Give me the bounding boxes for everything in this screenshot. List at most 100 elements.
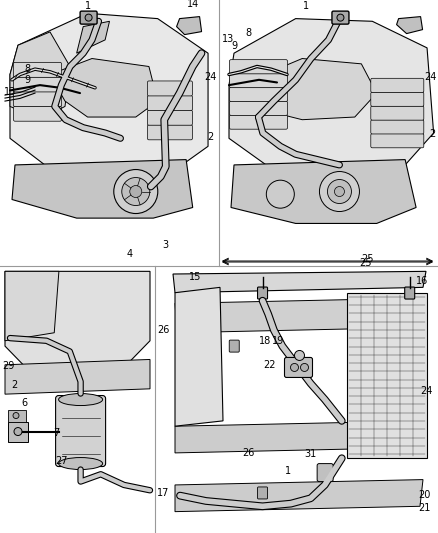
Bar (219, 0, 438, 266)
Polygon shape (177, 17, 201, 35)
Circle shape (114, 169, 158, 214)
Circle shape (290, 364, 299, 372)
Text: 9: 9 (231, 41, 237, 51)
Text: 25: 25 (361, 254, 373, 264)
Circle shape (130, 185, 142, 198)
FancyBboxPatch shape (371, 134, 424, 148)
Polygon shape (5, 271, 59, 341)
Circle shape (337, 14, 344, 21)
Text: 2: 2 (11, 380, 17, 390)
Bar (0, 266, 155, 533)
Polygon shape (77, 21, 110, 53)
FancyBboxPatch shape (371, 92, 424, 106)
Circle shape (300, 364, 308, 372)
Text: 2: 2 (207, 132, 213, 142)
FancyBboxPatch shape (148, 81, 192, 96)
Bar (0, 0, 219, 266)
Text: 6: 6 (21, 398, 27, 408)
FancyBboxPatch shape (148, 110, 192, 125)
FancyBboxPatch shape (371, 120, 424, 134)
FancyBboxPatch shape (148, 95, 192, 110)
Circle shape (13, 413, 19, 418)
Text: 29: 29 (2, 361, 14, 371)
FancyBboxPatch shape (14, 92, 61, 107)
Text: 13: 13 (222, 34, 234, 44)
Circle shape (319, 172, 360, 212)
Circle shape (266, 180, 294, 208)
Text: 24: 24 (420, 386, 432, 396)
FancyBboxPatch shape (229, 340, 239, 352)
FancyBboxPatch shape (56, 395, 106, 466)
Text: 13: 13 (4, 87, 16, 97)
Circle shape (294, 351, 304, 360)
FancyBboxPatch shape (230, 101, 287, 115)
Text: 2: 2 (429, 129, 435, 139)
Text: 24: 24 (204, 72, 216, 82)
Circle shape (335, 187, 344, 197)
Text: 7: 7 (53, 428, 59, 438)
Polygon shape (10, 13, 208, 186)
FancyBboxPatch shape (230, 87, 287, 101)
Text: 15: 15 (189, 272, 201, 282)
Polygon shape (229, 19, 434, 181)
FancyBboxPatch shape (230, 60, 287, 74)
Text: 22: 22 (264, 360, 276, 370)
Polygon shape (175, 287, 223, 426)
Text: 14: 14 (187, 0, 199, 9)
FancyBboxPatch shape (285, 358, 312, 377)
FancyBboxPatch shape (14, 77, 61, 92)
FancyBboxPatch shape (258, 287, 268, 299)
FancyBboxPatch shape (371, 106, 424, 120)
Text: 31: 31 (304, 449, 316, 459)
FancyBboxPatch shape (332, 11, 349, 24)
Bar (8, 409, 26, 422)
Ellipse shape (59, 393, 102, 406)
Bar (155, 266, 438, 533)
Text: 19: 19 (272, 336, 284, 346)
Polygon shape (175, 298, 423, 333)
FancyBboxPatch shape (80, 11, 97, 24)
Text: 20: 20 (418, 490, 430, 500)
FancyBboxPatch shape (14, 62, 61, 77)
Text: 4: 4 (127, 249, 133, 259)
Polygon shape (10, 32, 70, 120)
Text: 9: 9 (24, 75, 30, 85)
Polygon shape (239, 59, 377, 120)
FancyBboxPatch shape (230, 74, 287, 88)
Polygon shape (5, 271, 150, 386)
Polygon shape (173, 271, 426, 293)
Circle shape (14, 427, 22, 435)
Text: 3: 3 (162, 240, 168, 250)
FancyBboxPatch shape (371, 78, 424, 92)
Text: 26: 26 (157, 325, 169, 335)
FancyBboxPatch shape (317, 464, 333, 482)
FancyBboxPatch shape (258, 487, 268, 499)
Circle shape (85, 14, 92, 21)
Polygon shape (175, 421, 423, 453)
Polygon shape (396, 17, 423, 34)
Circle shape (328, 180, 351, 204)
Circle shape (122, 177, 150, 206)
FancyBboxPatch shape (148, 125, 192, 140)
Bar (347, 293, 427, 458)
FancyBboxPatch shape (14, 106, 61, 121)
Bar (8, 422, 28, 441)
Polygon shape (231, 159, 416, 223)
Text: 1: 1 (303, 1, 309, 11)
Ellipse shape (59, 457, 102, 470)
Text: 21: 21 (418, 503, 430, 513)
Text: 18: 18 (259, 336, 271, 346)
FancyBboxPatch shape (405, 287, 415, 299)
Polygon shape (175, 480, 423, 512)
Polygon shape (50, 59, 158, 117)
Text: 8: 8 (24, 64, 30, 74)
Text: 16: 16 (416, 276, 428, 286)
Text: 1: 1 (85, 1, 91, 11)
FancyBboxPatch shape (230, 115, 287, 129)
Text: 26: 26 (242, 448, 254, 458)
Polygon shape (5, 359, 150, 394)
Text: 8: 8 (245, 28, 251, 38)
Text: 25: 25 (359, 258, 371, 268)
Text: 27: 27 (56, 456, 68, 466)
Text: 24: 24 (424, 72, 436, 82)
